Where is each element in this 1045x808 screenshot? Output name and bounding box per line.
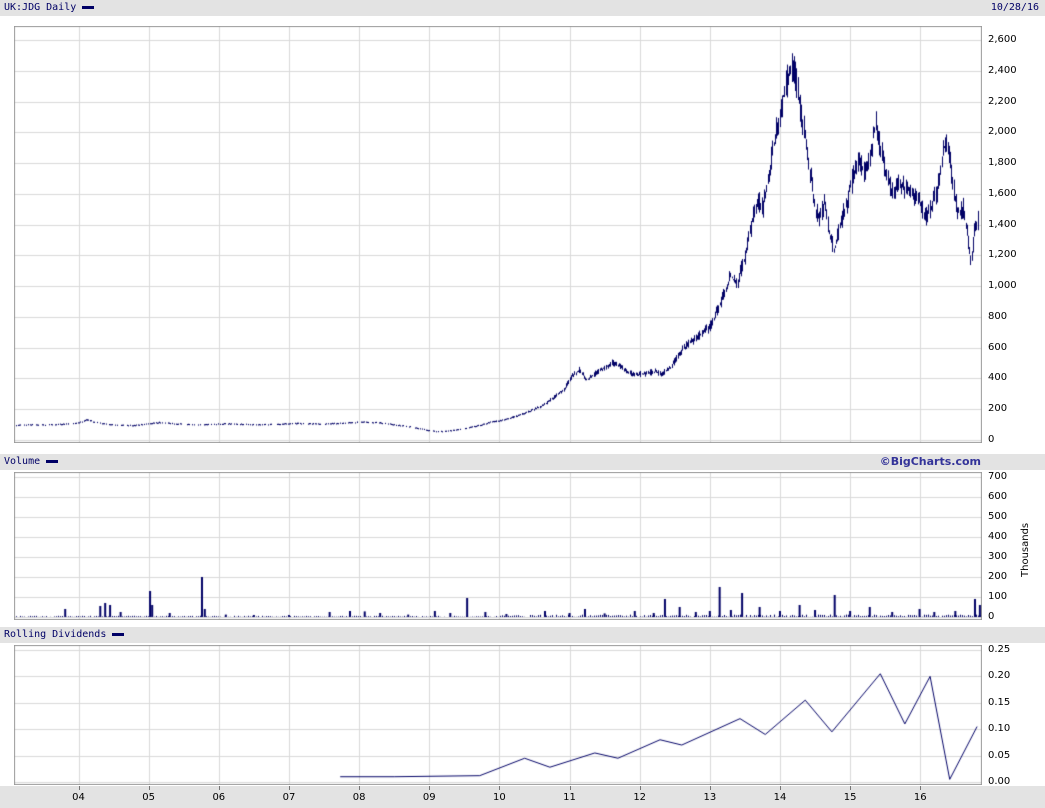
xaxis-year-tick [148, 786, 150, 790]
xaxis-year-label: 06 [212, 792, 226, 803]
bigcharts-watermark: ©BigCharts.com [879, 455, 981, 468]
volume-yaxis-tick-label: 100 [988, 591, 1008, 602]
xaxis-year-label: 16 [913, 792, 927, 803]
xaxis-year-tick [779, 786, 781, 790]
xaxis-year-tick [709, 786, 711, 790]
dividends-yaxis-tick-label: 0.10 [988, 723, 1011, 735]
volume-yaxis-tick-label: 700 [988, 471, 1008, 482]
price-panel-header: UK:JDG Daily 10/28/16 [0, 0, 1045, 16]
price-yaxis-tick-label: 800 [988, 310, 1008, 322]
xaxis-year-tick [569, 786, 571, 790]
dividends-series-legend-dash-icon [112, 632, 125, 636]
xaxis-year-tick [499, 786, 501, 790]
price-yaxis-tick-label: 1,200 [988, 249, 1017, 261]
volume-yaxis-tick-label: 600 [988, 491, 1008, 502]
volume-title: Volume [4, 456, 59, 467]
price-yaxis-tick-label: 1,800 [988, 157, 1017, 169]
volume-yaxis-tick-label: 400 [988, 531, 1008, 542]
price-yaxis-tick-label: 400 [988, 372, 1008, 384]
dividends-yaxis-tick-label: 0.15 [988, 696, 1011, 708]
symbol-title: UK:JDG Daily [4, 2, 95, 13]
dividends-panel-header: Rolling Dividends [0, 627, 1045, 643]
dividends-title-text: Rolling Dividends [4, 629, 107, 640]
last-date-label: 10/28/16 [990, 2, 1039, 13]
xaxis-year-label: 11 [563, 792, 576, 803]
xaxis-year-label: 09 [422, 792, 436, 803]
x-axis-strip [0, 786, 1045, 808]
price-yaxis-tick-label: 1,400 [988, 218, 1017, 230]
xaxis-year-tick [850, 786, 852, 790]
price-yaxis-tick-label: 0 [988, 434, 995, 445]
volume-yaxis-tick-label: 500 [988, 511, 1008, 522]
xaxis-year-label: 13 [703, 792, 717, 803]
xaxis-year-tick [359, 786, 361, 790]
price-yaxis-tick-label: 1,000 [988, 280, 1017, 292]
dividends-chart-canvas [14, 645, 982, 785]
price-chart-canvas [14, 26, 982, 443]
volume-axis-units-label: Thousands [1020, 522, 1031, 578]
xaxis-year-tick [429, 786, 431, 790]
price-series-legend-dash-icon [82, 5, 95, 9]
xaxis-year-label: 14 [773, 792, 787, 803]
price-yaxis-tick-label: 2,000 [988, 126, 1017, 138]
price-yaxis-tick-label: 2,200 [988, 95, 1017, 107]
dividends-yaxis-tick-label: 0.00 [988, 776, 1011, 787]
price-yaxis-tick-label: 2,600 [988, 34, 1017, 45]
xaxis-year-label: 15 [843, 792, 857, 803]
xaxis-year-tick [639, 786, 641, 790]
volume-series-legend-dash-icon [46, 459, 59, 463]
xaxis-year-label: 04 [72, 792, 85, 803]
xaxis-year-tick [218, 786, 220, 790]
price-yaxis-tick-label: 600 [988, 341, 1008, 353]
xaxis-year-tick [920, 786, 922, 790]
price-yaxis-tick-label: 1,600 [988, 187, 1017, 199]
dividends-yaxis-tick-label: 0.25 [988, 644, 1011, 655]
xaxis-year-label: 05 [142, 792, 156, 803]
xaxis-year-tick [288, 786, 290, 790]
dividends-yaxis-tick-label: 0.05 [988, 749, 1011, 761]
xaxis-year-label: 10 [493, 792, 506, 803]
volume-yaxis-tick-label: 0 [988, 611, 995, 622]
price-yaxis-tick-label: 200 [988, 403, 1008, 415]
xaxis-year-label: 07 [282, 792, 296, 803]
xaxis-year-tick [78, 786, 80, 790]
volume-chart-canvas [14, 472, 982, 620]
xaxis-year-label: 08 [352, 792, 366, 803]
price-yaxis-tick-label: 2,400 [988, 64, 1017, 76]
dividends-title: Rolling Dividends [4, 629, 125, 640]
xaxis-year-label: 12 [633, 792, 647, 803]
volume-yaxis-tick-label: 300 [988, 551, 1008, 562]
dividends-yaxis-tick-label: 0.20 [988, 670, 1011, 682]
symbol-title-text: UK:JDG Daily [4, 2, 77, 13]
volume-panel-header: Volume ©BigCharts.com [0, 454, 1045, 470]
volume-yaxis-tick-label: 200 [988, 571, 1008, 582]
volume-title-text: Volume [4, 456, 41, 467]
